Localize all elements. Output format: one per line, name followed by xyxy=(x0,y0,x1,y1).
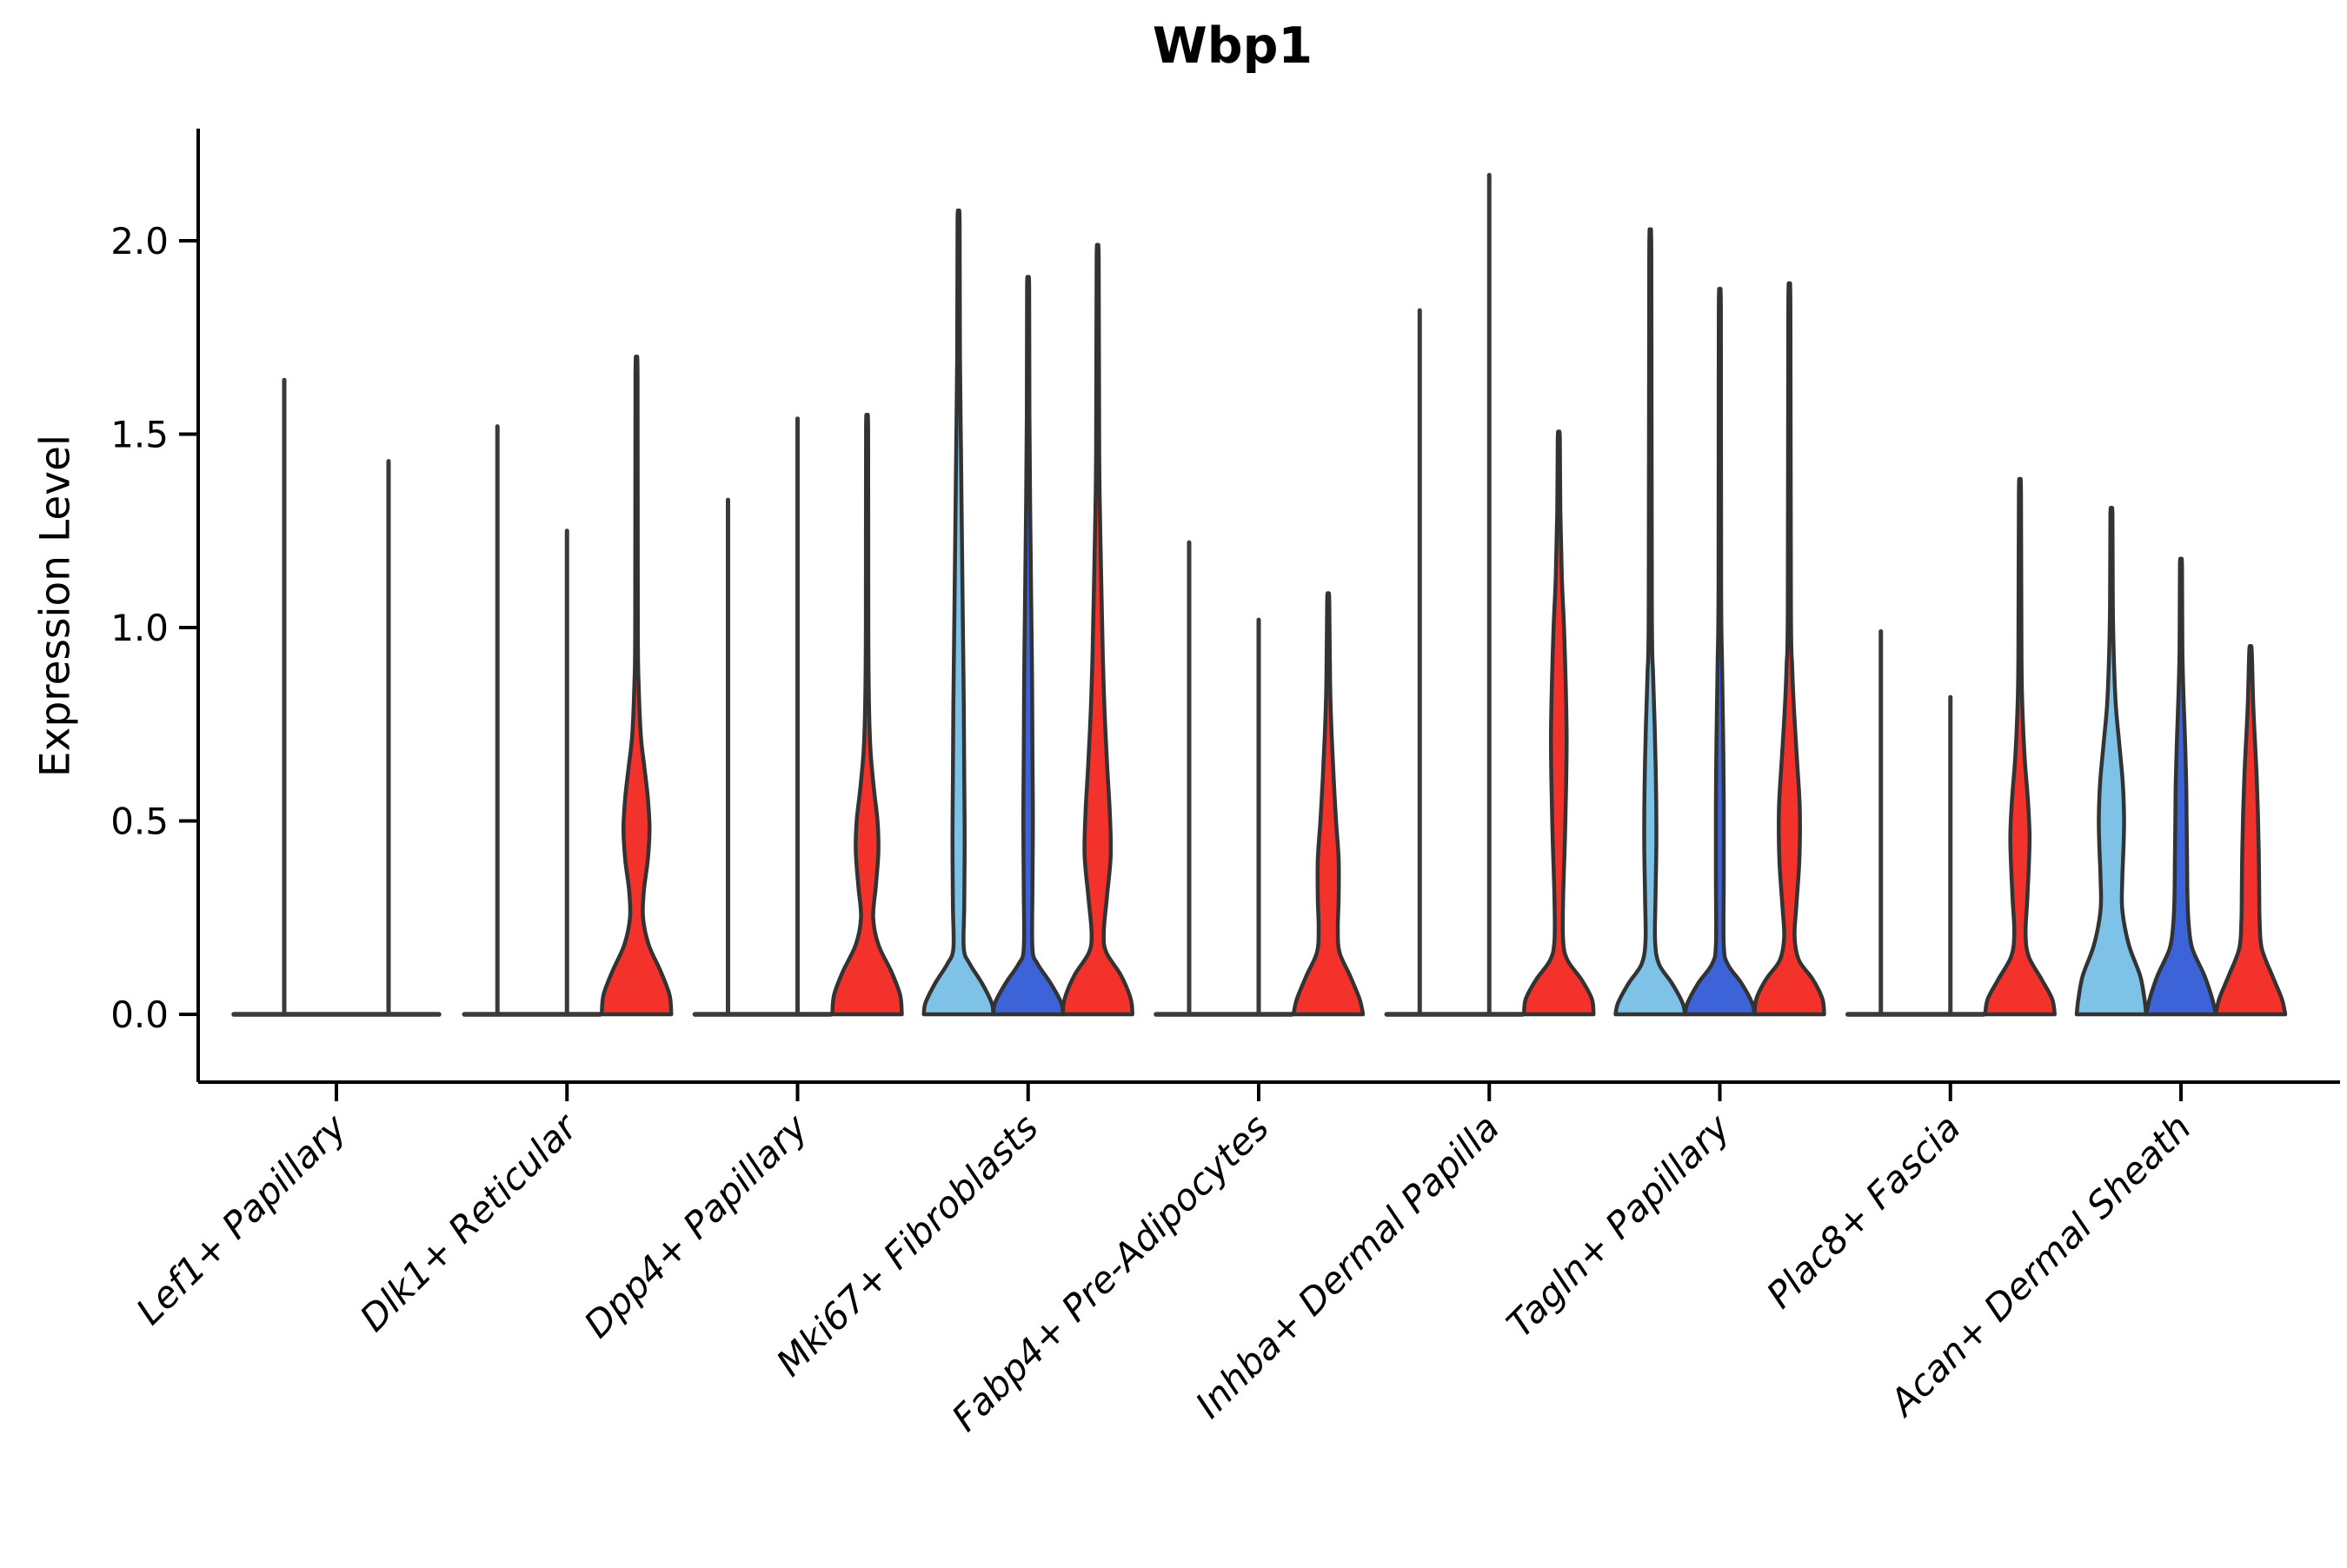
x-tick-label: Dlk1+ Reticular xyxy=(352,1104,588,1339)
violin-red xyxy=(1983,476,2057,1017)
y-tick-label: 1.0 xyxy=(110,607,169,649)
y-tick-label: 2.0 xyxy=(110,220,169,262)
violin-red xyxy=(600,355,674,1017)
violin-skyblue xyxy=(921,208,995,1017)
violin-red xyxy=(830,412,904,1017)
x-tick-label: Tagln+ Papillary xyxy=(1499,1106,1739,1346)
violin-blue xyxy=(991,275,1065,1017)
x-tick-label: Plac8+ Fascia xyxy=(1759,1106,1969,1316)
violin-red xyxy=(1522,429,1596,1017)
y-tick-label: 0.0 xyxy=(110,993,169,1036)
y-tick-label: 0.5 xyxy=(110,801,169,843)
x-tick-label: Dpp4+ Papillary xyxy=(575,1106,816,1346)
violin-blue xyxy=(2144,556,2218,1017)
x-tick-label: Lef1+ Papillary xyxy=(128,1106,356,1333)
violin-blue xyxy=(1683,287,1757,1017)
violin-skyblue xyxy=(2074,506,2149,1017)
chart-title: Wbp1 xyxy=(1152,17,1313,75)
x-tick-label: Mki67+ Fibroblasts xyxy=(768,1106,1047,1384)
y-axis-label: Expression Level xyxy=(31,434,80,778)
violin-red xyxy=(1291,591,1366,1017)
y-tick-label: 1.5 xyxy=(110,414,169,456)
violin-red xyxy=(1060,243,1134,1017)
violin-red xyxy=(1752,281,1826,1017)
violin-skyblue xyxy=(1613,227,1687,1017)
violin-red xyxy=(2213,644,2288,1017)
